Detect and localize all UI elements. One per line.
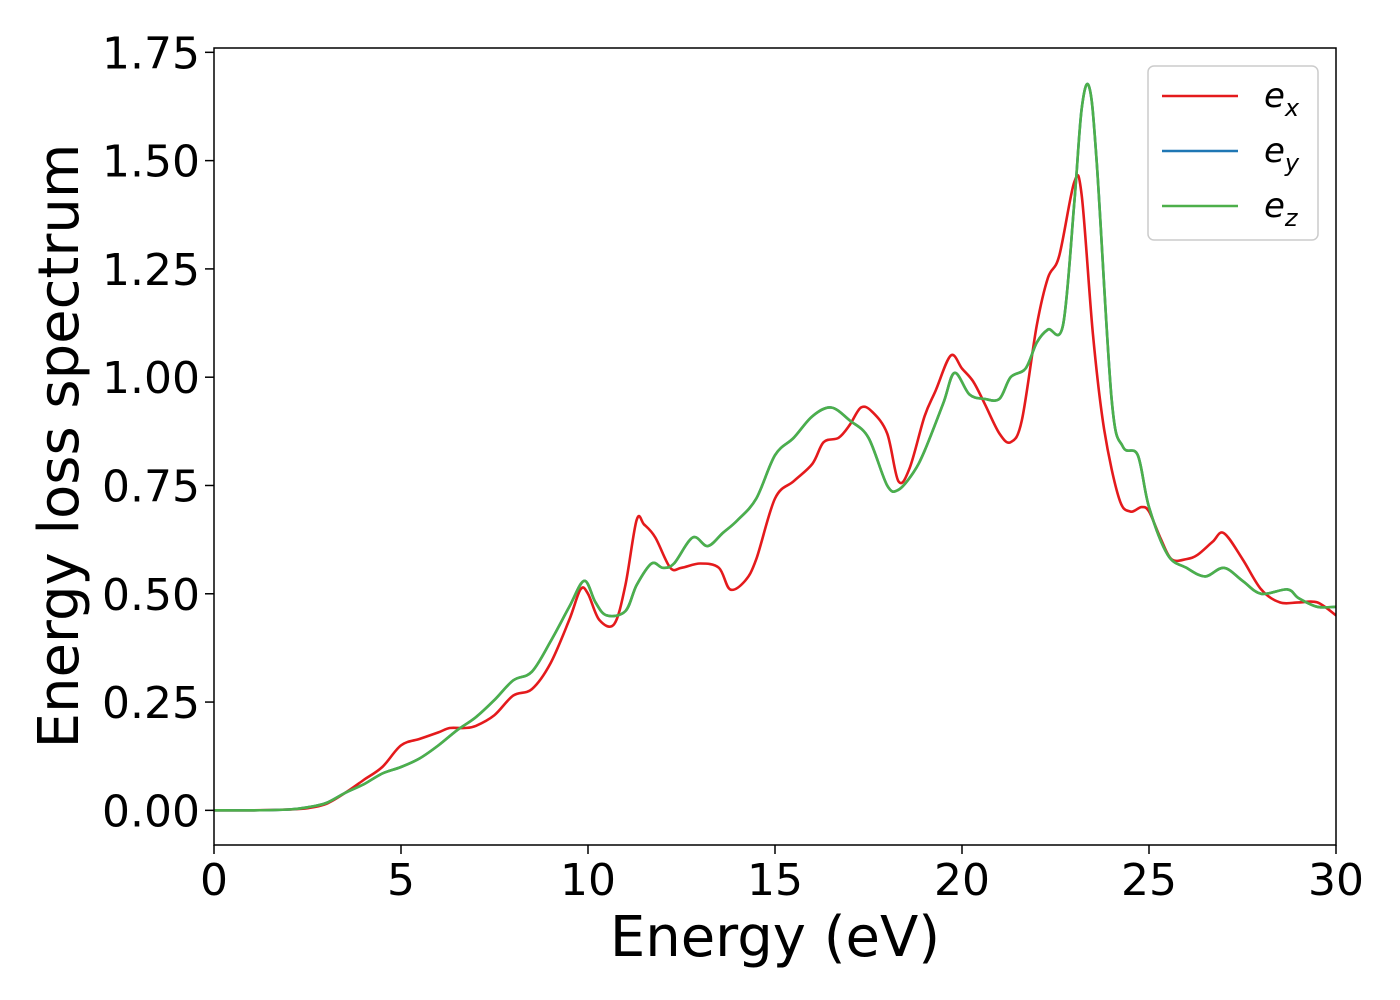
x-tick-label: 0 — [200, 855, 228, 906]
x-tick-label: 20 — [934, 855, 990, 906]
y-tick-label: 1.00 — [102, 353, 200, 404]
series-line-e_z — [214, 82, 1336, 812]
series-layer — [214, 82, 1336, 812]
legend: ex ey ez — [1147, 65, 1319, 241]
x-axis-title: Energy (eV) — [610, 905, 940, 970]
x-axis: 0 5 10 15 20 25 30 — [200, 845, 1364, 906]
legend-label-e_x: ex — [1264, 76, 1300, 122]
y-axis: 0.00 0.25 0.50 0.75 1.00 1.25 1.50 1.75 — [102, 28, 214, 837]
y-tick-label: 0.25 — [102, 678, 200, 729]
y-tick-label: 0.50 — [102, 570, 200, 621]
series-line-e_x — [214, 174, 1336, 812]
x-tick-label: 5 — [387, 855, 415, 906]
legend-label-e_z: ez — [1264, 186, 1299, 232]
x-tick-label: 25 — [1121, 855, 1177, 906]
y-tick-label: 1.25 — [102, 245, 200, 296]
y-tick-label: 0.00 — [102, 786, 200, 837]
x-tick-label: 30 — [1308, 855, 1364, 906]
y-tick-label: 0.75 — [102, 461, 200, 512]
y-axis-title: Energy loss spectrum — [27, 144, 92, 749]
x-tick-label: 10 — [560, 855, 616, 906]
legend-label-e_y: ey — [1264, 131, 1300, 177]
y-tick-label: 1.50 — [102, 137, 200, 188]
legend-box — [1147, 65, 1319, 241]
x-tick-label: 15 — [747, 855, 803, 906]
y-tick-label: 1.75 — [102, 28, 200, 79]
